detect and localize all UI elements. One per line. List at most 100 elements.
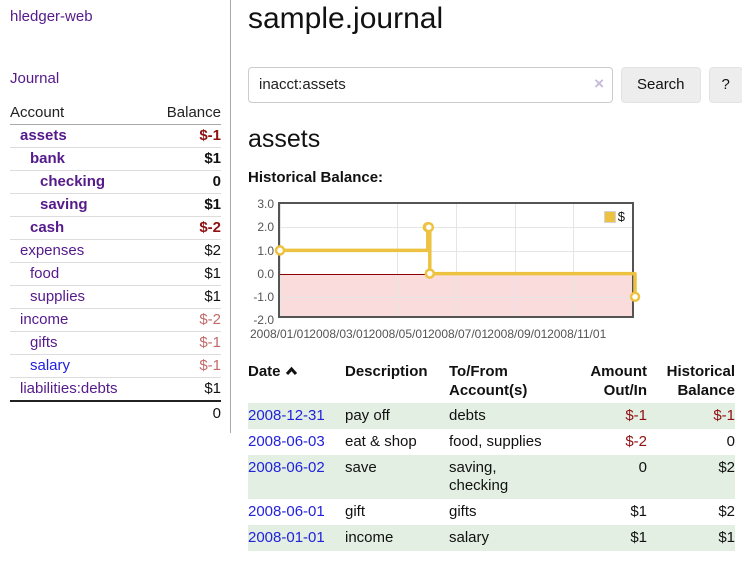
account-row-bank: bank $1 <box>10 147 221 171</box>
accounts-total-value: 0 <box>150 400 221 425</box>
column-header-date[interactable]: Date <box>248 361 345 403</box>
account-balance-expenses: $2 <box>150 239 221 263</box>
account-link-bank[interactable]: bank <box>30 150 66 167</box>
search-form: × Search ? <box>248 66 742 103</box>
search-input[interactable] <box>248 66 613 103</box>
tx-amount: $-1 <box>625 406 647 424</box>
sort-ascending-icon <box>285 367 297 376</box>
sidebar: hledger-web Journal Account Balance asse… <box>0 0 231 433</box>
account-row-salary: salary $-1 <box>10 354 221 378</box>
tx-date-link[interactable]: 2008-06-02 <box>248 458 325 476</box>
account-link-gifts[interactable]: gifts <box>30 334 58 351</box>
x-axis-tick: 2008/05/01 <box>368 327 429 342</box>
accounts-table: Account Balance assets $-1 bank $1 check… <box>10 101 221 425</box>
account-row-assets: assets $-1 <box>10 124 221 148</box>
account-balance-salary: $-1 <box>150 354 221 378</box>
nav-journal-link[interactable]: Journal <box>10 70 60 87</box>
x-axis-tick: 2008/07/01 <box>427 327 489 342</box>
chart-title: Historical Balance: <box>248 169 384 187</box>
account-link-supplies[interactable]: supplies <box>30 288 86 305</box>
account-row-checking: checking 0 <box>10 170 221 194</box>
account-link-expenses[interactable]: expenses <box>20 242 85 259</box>
tx-accounts: salary <box>449 528 490 546</box>
chart-legend: $ <box>601 208 627 226</box>
account-row-food: food $1 <box>10 262 221 286</box>
tx-description: eat & shop <box>345 432 417 450</box>
app-title-link[interactable]: hledger-web <box>10 8 93 25</box>
legend-label: $ <box>617 209 625 225</box>
account-balance-supplies: $1 <box>150 285 221 309</box>
accounts-header-account: Account <box>10 101 151 125</box>
grid-line-horizontal <box>280 250 632 252</box>
account-link-food[interactable]: food <box>30 265 60 282</box>
y-axis-tick: 1.0 <box>257 243 274 258</box>
accounts-table-header: Account Balance <box>10 101 221 125</box>
account-balance-income: $-2 <box>150 308 221 332</box>
account-row-cash: cash $-2 <box>10 216 221 240</box>
tx-amount: $-2 <box>625 432 647 450</box>
tx-balance: $2 <box>718 502 735 520</box>
column-header-description: Description <box>345 363 428 381</box>
grid-line-vertical <box>397 204 399 317</box>
clear-search-icon[interactable]: × <box>594 73 604 93</box>
tx-amount: 0 <box>638 458 647 476</box>
account-balance-liabilities-debts: $1 <box>150 377 221 402</box>
account-link-liabilities-debts[interactable]: liabilities:debts <box>20 380 118 397</box>
account-row-gifts: gifts $-1 <box>10 331 221 355</box>
balance-line-series <box>274 222 641 303</box>
account-link-salary[interactable]: salary <box>30 357 71 374</box>
y-axis-tick: 2.0 <box>257 220 274 235</box>
tx-balance: $-1 <box>713 406 735 424</box>
account-heading: assets <box>248 124 321 153</box>
help-button[interactable]: ? <box>708 66 742 103</box>
tx-balance: $1 <box>718 528 735 546</box>
grid-line-vertical <box>456 204 457 317</box>
transaction-row[interactable]: 2008-06-01 gift gifts $1 $2 <box>248 499 735 525</box>
account-link-cash[interactable]: cash <box>30 219 65 236</box>
account-row-income: income $-2 <box>10 308 221 332</box>
grid-line-vertical <box>280 204 281 317</box>
accounts-header-balance: Balance <box>150 101 221 125</box>
account-balance-saving: $1 <box>150 193 221 217</box>
tx-description: gift <box>345 502 366 520</box>
column-header-date-label: Date <box>248 363 281 381</box>
tx-date-link[interactable]: 2008-01-01 <box>248 528 325 546</box>
tx-date-link[interactable]: 2008-12-31 <box>248 406 325 424</box>
account-balance-gifts: $-1 <box>150 331 221 355</box>
grid-line-horizontal <box>280 297 632 299</box>
account-link-income[interactable]: income <box>20 311 69 328</box>
account-row-supplies: supplies $1 <box>10 285 221 309</box>
y-axis-tick: -2.0 <box>253 313 274 328</box>
x-axis-ticks: 2008/01/01 2008/03/01 2008/05/01 2008/07… <box>250 324 636 342</box>
transaction-row[interactable]: 2008-06-03 eat & shop food, supplies $-2… <box>248 429 735 455</box>
tx-description: pay off <box>345 406 390 424</box>
transaction-row[interactable]: 2008-06-02 save saving, checking 0 $2 <box>248 454 735 499</box>
tx-date-link[interactable]: 2008-06-03 <box>248 432 325 450</box>
transactions-header-row: Date Description To/From Account(s) Amou… <box>248 361 735 403</box>
account-link-assets[interactable]: assets <box>20 127 67 144</box>
grid-line-vertical <box>573 204 575 317</box>
tx-date-link[interactable]: 2008-06-01 <box>248 502 325 520</box>
tx-accounts: gifts <box>449 502 477 520</box>
search-box: × <box>248 66 613 103</box>
tx-amount: $1 <box>630 528 647 546</box>
tx-description: income <box>345 528 394 546</box>
column-header-amount: Amount Out/In <box>590 363 647 399</box>
x-axis-tick: 2008/09/01 <box>487 327 548 342</box>
account-balance-food: $1 <box>150 262 221 286</box>
chart-plot-area[interactable]: $ <box>274 202 641 319</box>
accounts-total-row: 0 <box>10 400 221 425</box>
account-balance-checking: 0 <box>150 170 221 194</box>
y-axis-tick: -1.0 <box>253 290 274 305</box>
account-link-saving[interactable]: saving <box>40 196 88 213</box>
x-axis-tick: 2008/11/01 <box>547 327 607 342</box>
column-header-balance: Historical Balance <box>666 363 735 399</box>
transaction-row[interactable]: 2008-01-01 income salary $1 $1 <box>248 524 735 551</box>
tx-amount: $1 <box>630 502 647 520</box>
transactions-table: Date Description To/From Account(s) Amou… <box>248 361 735 551</box>
transaction-row[interactable]: 2008-12-31 pay off debts $-1 $-1 <box>248 402 735 429</box>
account-link-checking[interactable]: checking <box>40 173 106 190</box>
search-button[interactable]: Search <box>621 66 701 103</box>
column-header-accounts: To/From Account(s) <box>449 363 528 399</box>
y-axis-tick: 0.0 <box>257 266 274 281</box>
